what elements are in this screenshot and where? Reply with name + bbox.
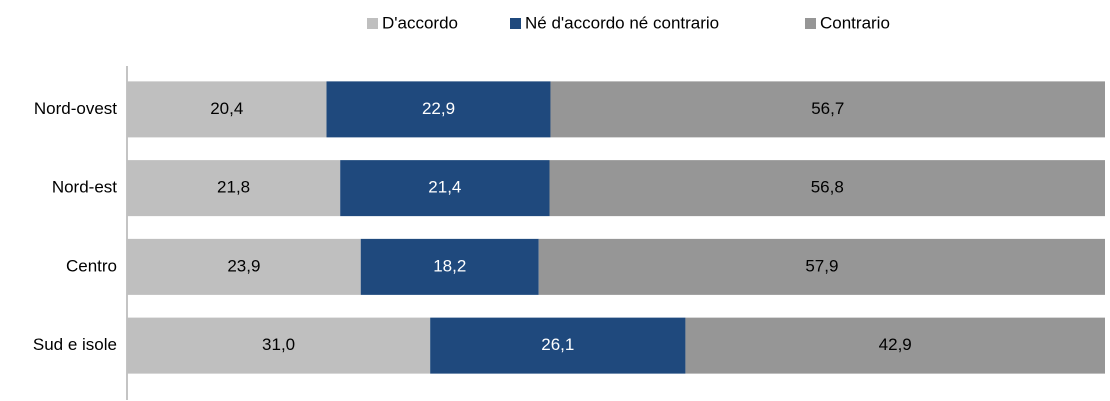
value-label: 18,2 <box>433 256 466 275</box>
value-label: 42,9 <box>879 335 912 354</box>
bar-segment <box>685 317 1105 374</box>
bar-segment <box>360 238 539 295</box>
legend-label: Né d'accordo né contrario <box>525 13 719 32</box>
value-label: 56,8 <box>811 178 844 197</box>
value-label: 31,0 <box>262 335 295 354</box>
value-label: 23,9 <box>227 256 260 275</box>
y-tick-label: Sud e isole <box>33 335 117 354</box>
bar-segment <box>127 317 431 374</box>
value-label: 20,4 <box>210 99 243 118</box>
value-label: 57,9 <box>805 256 838 275</box>
legend-swatch <box>805 18 816 29</box>
bar-segment <box>326 81 551 138</box>
y-tick-label: Centro <box>66 256 117 275</box>
value-label: 21,8 <box>217 178 250 197</box>
bar-segment <box>549 160 1105 217</box>
bar-segment <box>538 238 1105 295</box>
value-label: 56,7 <box>811 99 844 118</box>
bar-segment <box>127 160 341 217</box>
bar-segment <box>430 317 686 374</box>
bar-segment <box>550 81 1105 138</box>
y-tick-label: Nord-est <box>52 178 117 197</box>
bar-segment <box>127 81 327 138</box>
value-label: 22,9 <box>422 99 455 118</box>
legend-label: D'accordo <box>382 13 458 32</box>
bar-segment <box>340 160 550 217</box>
legend-label: Contrario <box>820 13 890 32</box>
bar-segment <box>127 238 361 295</box>
legend-swatch <box>367 18 378 29</box>
y-tick-label: Nord-ovest <box>34 99 117 118</box>
legend-swatch <box>510 18 521 29</box>
value-label: 21,4 <box>428 178 461 197</box>
value-label: 26,1 <box>541 335 574 354</box>
